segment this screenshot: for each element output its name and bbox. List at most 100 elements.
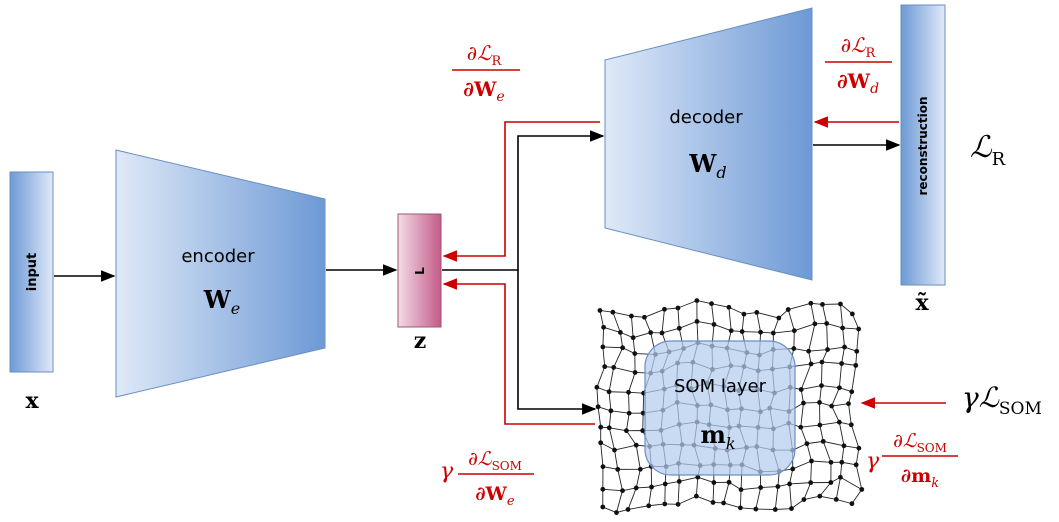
som-mesh-node	[809, 458, 814, 464]
som-mesh-node	[625, 507, 631, 512]
som-mesh-edge	[840, 303, 853, 315]
som-mesh-edge	[760, 486, 778, 488]
som-mesh-node	[758, 329, 763, 335]
x-symbol: x	[25, 388, 39, 414]
som-mesh-edge	[803, 482, 812, 500]
som-mesh-edge	[608, 410, 612, 428]
som-mesh-node	[624, 428, 629, 434]
som-mesh-edge	[677, 307, 680, 329]
som-mesh-node	[754, 310, 760, 315]
som-mesh-edge	[822, 304, 828, 324]
z-symbol: z	[414, 328, 427, 354]
som-mesh-node	[790, 466, 796, 472]
som-mesh-edge	[600, 442, 615, 451]
som-mesh-edge	[821, 361, 842, 364]
som-mesh-node	[640, 428, 646, 434]
som-mesh-edge	[644, 317, 652, 333]
som-mesh-edge	[613, 366, 636, 373]
som-mesh-node	[817, 400, 822, 405]
som-mesh-node	[614, 510, 619, 515]
decoder-label: decoder	[669, 107, 743, 128]
som-mesh-node	[637, 466, 643, 472]
som-loss-symbol: γℒSOM	[962, 381, 1042, 419]
som-mesh-edge	[679, 320, 698, 329]
som-mesh-node	[617, 329, 623, 335]
gradient-arrows	[442, 116, 946, 425]
som-mesh-node	[798, 387, 804, 392]
som-mesh-edge	[831, 387, 840, 407]
som-mesh-edge	[697, 476, 715, 483]
som-mesh-node	[676, 479, 682, 484]
som-mesh-edge	[794, 323, 816, 332]
som-mesh-edge	[819, 385, 822, 403]
som-mesh-edge	[679, 476, 698, 482]
som-mesh-edge	[800, 363, 812, 390]
som-mesh-node	[709, 301, 714, 307]
som-mesh-node	[711, 322, 717, 327]
som-mesh-node	[620, 488, 625, 494]
som-mesh-edge	[819, 495, 837, 500]
som-mesh-node	[726, 479, 732, 485]
som-mesh-node	[606, 425, 612, 431]
svg-text:∂We: ∂We	[463, 77, 504, 105]
latent-label: L	[413, 267, 427, 275]
som-mesh-node	[806, 348, 812, 354]
som-mesh-edge	[602, 506, 617, 513]
som-mesh-edge	[695, 477, 699, 497]
som-mesh-node	[819, 359, 825, 365]
som-mesh-node	[695, 474, 701, 480]
som-mesh-edge	[855, 448, 860, 465]
encoder-block	[115, 149, 326, 398]
encoder-label: encoder	[181, 246, 255, 267]
som-mesh-edge	[836, 498, 853, 505]
som-mesh-node	[787, 481, 792, 487]
som-mesh-edge	[772, 317, 780, 334]
som-mesh-node	[710, 500, 716, 505]
som-mesh-edge	[613, 347, 624, 368]
som-mesh-edge	[741, 487, 761, 491]
som-mesh-edge	[851, 313, 860, 330]
som-mesh-edge	[826, 323, 828, 350]
som-mesh-edge	[723, 502, 741, 509]
som-mesh-node	[856, 445, 862, 451]
som-layer-label: SOM layer	[674, 376, 767, 397]
som-mesh-node	[642, 314, 647, 320]
encoder-weight-symbol: We	[203, 285, 240, 318]
som-mesh-node	[606, 389, 612, 395]
som-mesh-node	[675, 305, 681, 311]
som-mesh-node	[824, 321, 830, 326]
som-mesh-edge	[728, 307, 732, 331]
som-mesh-edge	[677, 300, 698, 309]
som-mesh-edge	[840, 476, 863, 490]
gradient-dLR-dWe: ∂ℒR ∂We	[452, 41, 520, 105]
som-mesh-edge	[841, 346, 845, 364]
som-mesh-edge	[661, 327, 680, 334]
som-mesh-node	[849, 501, 855, 507]
som-mesh-edge	[821, 385, 840, 389]
som-mesh-node	[600, 504, 606, 510]
som-mesh-node	[808, 361, 814, 367]
som-mesh-edge	[602, 346, 606, 367]
svg-text:∂Wd: ∂Wd	[837, 69, 879, 97]
arrow-latent-to-som	[517, 270, 597, 415]
som-mesh-edge	[619, 332, 624, 348]
som-mesh-edge	[677, 481, 680, 505]
som-mesh-edge	[838, 363, 843, 388]
som-layer-box	[644, 340, 796, 476]
som-mesh-node	[838, 474, 843, 480]
som-mesh-node	[630, 335, 636, 341]
som-mesh-edge	[803, 495, 820, 501]
som-mesh-node	[675, 501, 681, 507]
som-mesh-node	[600, 344, 606, 350]
svg-text:∂ℒR: ∂ℒR	[467, 41, 503, 69]
som-mesh-edge	[739, 489, 742, 508]
som-mesh-edge	[822, 441, 832, 463]
svg-text:∂We: ∂We	[475, 483, 515, 509]
som-mesh-node	[646, 503, 652, 509]
som-mesh-edge	[800, 427, 808, 444]
som-mesh-node	[812, 321, 818, 327]
som-mesh-edge	[617, 469, 623, 491]
som-mesh-node	[836, 385, 842, 391]
gradient-dLR-dWd: ∂ℒR ∂Wd	[825, 33, 892, 97]
